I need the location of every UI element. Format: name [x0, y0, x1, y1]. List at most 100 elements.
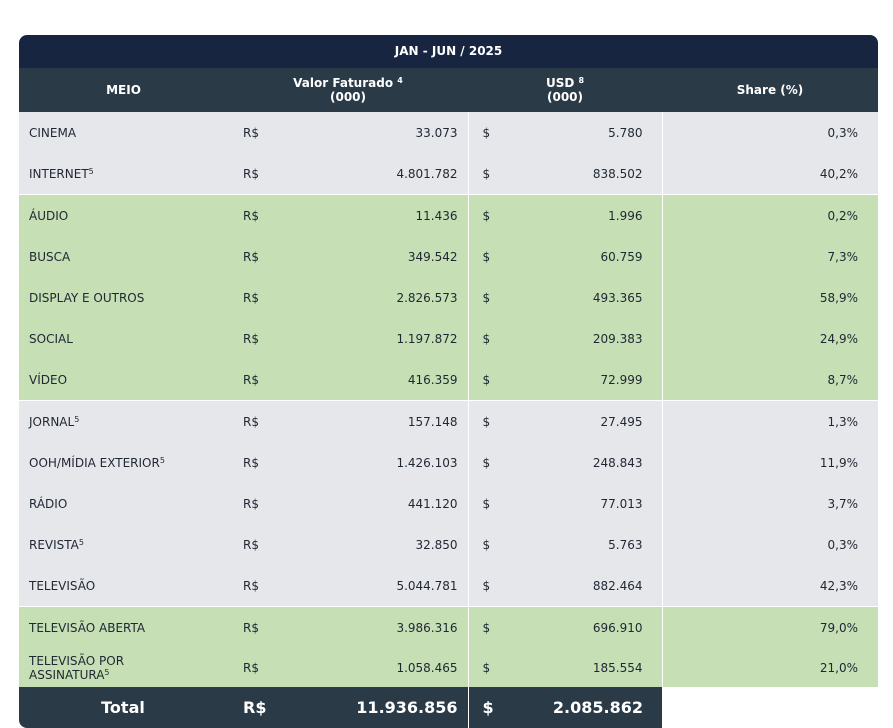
meio-label: OOH/MÍDIA EXTERIOR [29, 455, 160, 470]
cell-valor: 3.986.316 [268, 606, 469, 648]
cell-currency-usd: $ [468, 112, 499, 153]
cell-share: 0,3% [662, 112, 879, 153]
cell-currency-usd: $ [468, 153, 499, 195]
cell-valor: 32.850 [268, 524, 469, 565]
cell-currency-usd: $ [468, 277, 499, 318]
meio-label: JORNAL [29, 414, 75, 429]
data-table: MEIO Valor Faturado 4 (000) USD 8 (000) … [19, 68, 879, 728]
footnote-marker: 5 [88, 166, 94, 176]
meio-label: ÁUDIO [29, 208, 69, 223]
media-revenue-table: JAN - JUN / 2025 MEIO Valor Faturado 4 (… [19, 35, 879, 728]
table-row: CINEMA R$ 33.073 $5.780 0,3% [19, 112, 879, 153]
cell-currency-usd: $ [468, 318, 499, 359]
table-row: TELEVISÃO POR ASSINATURA5 R$ 1.058.465 $185.… [19, 648, 879, 687]
cell-meio: JORNAL5 [19, 400, 228, 442]
meio-label: TELEVISÃO ABERTA [29, 620, 146, 635]
header-valor-unit: (000) [329, 90, 367, 104]
period-header: JAN - JUN / 2025 [19, 35, 878, 68]
meio-label: INTERNET [29, 166, 89, 181]
cell-currency-usd: $ [468, 194, 499, 236]
cell-meio: RÁDIO [19, 483, 228, 524]
meio-label: VÍDEO [29, 372, 68, 387]
cell-usd: 185.554 [498, 648, 663, 687]
cell-valor: 1.426.103 [268, 442, 469, 483]
cell-valor: 2.826.573 [268, 277, 469, 318]
cell-meio: CINEMA [19, 112, 228, 153]
meio-label: TELEVISÃO [29, 578, 96, 593]
cell-currency-brl: R$ [228, 112, 268, 153]
table-row: ÁUDIO R$ 11.436 $1.996 0,2% [19, 194, 879, 236]
table-row: TELEVISÃO ABERTA R$ 3.986.316 $696.910 79,0% [19, 606, 879, 648]
cell-usd: 27.495 [498, 400, 663, 442]
cell-valor: 4.801.782 [268, 153, 469, 195]
total-currency-usd: $ [468, 687, 499, 728]
cell-usd: 5.780 [498, 112, 663, 153]
meio-label: TELEVISÃO POR [29, 653, 125, 668]
meio-label: REVISTA [29, 537, 79, 552]
cell-valor: 1.058.465 [268, 648, 469, 687]
cell-currency-usd: $ [468, 442, 499, 483]
footnote-marker: 5 [104, 667, 110, 677]
cell-valor: 416.359 [268, 359, 469, 401]
cell-share: 8,7% [662, 359, 879, 401]
cell-share: 1,3% [662, 400, 879, 442]
cell-currency-brl: R$ [228, 442, 268, 483]
cell-meio: OOH/MÍDIA EXTERIOR5 [19, 442, 228, 483]
footnote-marker: 5 [78, 537, 84, 547]
cell-usd: 838.502 [498, 153, 663, 195]
cell-usd: 77.013 [498, 483, 663, 524]
header-valor-title: Valor Faturado [293, 76, 394, 90]
total-share-blank [662, 687, 879, 728]
cell-currency-usd: $ [468, 359, 499, 401]
cell-currency-brl: R$ [228, 524, 268, 565]
cell-meio: TELEVISÃO POR ASSINATURA5 [19, 648, 228, 687]
cell-share: 40,2% [662, 153, 879, 195]
cell-meio: BUSCA [19, 236, 228, 277]
cell-currency-brl: R$ [228, 194, 268, 236]
meio-label: BUSCA [29, 249, 71, 264]
cell-meio: REVISTA5 [19, 524, 228, 565]
cell-currency-brl: R$ [228, 236, 268, 277]
meio-label-line2: ASSINATURA [29, 667, 105, 682]
table-row: SOCIAL R$ 1.197.872 $209.383 24,9% [19, 318, 879, 359]
cell-share: 7,3% [662, 236, 879, 277]
cell-currency-brl: R$ [228, 153, 268, 195]
cell-share: 42,3% [662, 565, 879, 607]
cell-valor: 349.542 [268, 236, 469, 277]
meio-label: RÁDIO [29, 496, 68, 511]
header-usd-footnote: 8 [578, 76, 585, 85]
footnote-marker: 5 [74, 414, 80, 424]
cell-currency-usd: $ [468, 648, 499, 687]
cell-usd: 72.999 [498, 359, 663, 401]
header-share: Share (%) [662, 68, 879, 112]
cell-meio: SOCIAL [19, 318, 228, 359]
table-body: CINEMA R$ 33.073 $5.780 0,3% INTERNET5 R$ 4.801… [19, 112, 879, 687]
cell-usd: 493.365 [498, 277, 663, 318]
cell-currency-brl: R$ [228, 359, 268, 401]
header-valor-footnote: 4 [397, 76, 403, 85]
cell-share: 24,9% [662, 318, 879, 359]
cell-usd: 5.763 [498, 524, 663, 565]
table-row: JORNAL5 R$ 157.148 $27.495 1,3% [19, 400, 879, 442]
cell-usd: 209.383 [498, 318, 663, 359]
cell-share: 21,0% [662, 648, 879, 687]
header-valor-faturado: Valor Faturado 4 (000) [228, 68, 469, 112]
footnote-marker: 5 [159, 455, 165, 465]
cell-share: 11,9% [662, 442, 879, 483]
cell-currency-usd: $ [468, 606, 499, 648]
cell-usd: 882.464 [498, 565, 663, 607]
cell-currency-brl: R$ [228, 400, 268, 442]
cell-meio: ÁUDIO [19, 194, 228, 236]
column-header-row: MEIO Valor Faturado 4 (000) USD 8 (000) … [19, 68, 879, 112]
cell-meio: TELEVISÃO ABERTA [19, 606, 228, 648]
cell-share: 58,9% [662, 277, 879, 318]
cell-usd: 696.910 [498, 606, 663, 648]
header-usd: USD 8 (000) [468, 68, 663, 112]
table-row: INTERNET5 R$ 4.801.782 $838.502 40,2% [19, 153, 879, 195]
table-row: OOH/MÍDIA EXTERIOR5 R$ 1.426.103 $248.843 11… [19, 442, 879, 483]
cell-meio: TELEVISÃO [19, 565, 228, 607]
cell-meio: VÍDEO [19, 359, 228, 401]
meio-label: DISPLAY E OUTROS [29, 290, 145, 305]
table-row: VÍDEO R$ 416.359 $72.999 8,7% [19, 359, 879, 401]
table-row: DISPLAY E OUTROS R$ 2.826.573 $493.365 58,9% [19, 277, 879, 318]
